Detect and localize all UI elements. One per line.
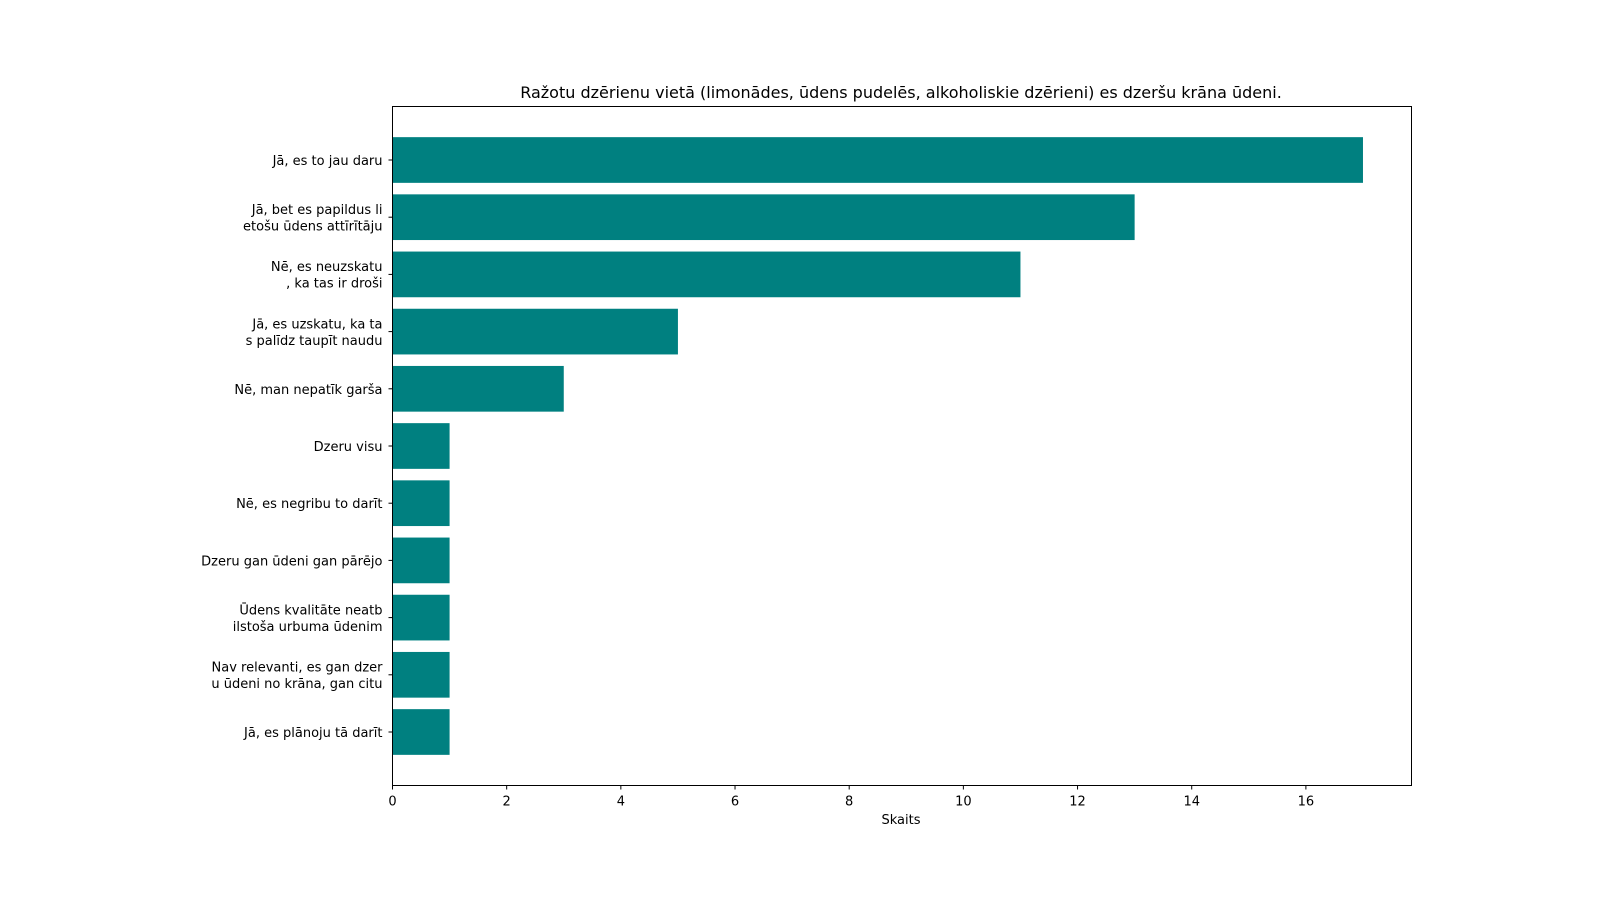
plot-frame (392, 106, 1412, 786)
x-tick-label: 16 (1298, 795, 1315, 810)
y-tick-label: Nav relevanti, es gan dzer u ūdeni no krā… (211, 661, 383, 693)
bar (392, 308, 678, 355)
x-tick-label: 8 (845, 795, 853, 810)
y-tick-label: Dzeru gan ūdeni gan pārējo (201, 554, 382, 569)
bar (392, 251, 1021, 298)
bar (392, 480, 450, 527)
x-tick-label: 0 (388, 795, 396, 810)
y-tick-label: Dzeru visu (314, 440, 383, 455)
y-tick-label: Jā, es plānoju tā darīt (243, 726, 382, 741)
bar (392, 423, 450, 469)
x-tick-label: 4 (617, 795, 625, 810)
y-tick-label: Jā, bet es papildus li etošu ūdens attīrī… (243, 203, 382, 235)
bar (392, 594, 450, 641)
bar (392, 709, 450, 755)
x-tick-label: 10 (955, 795, 972, 810)
y-tick-label: Jā, es to jau daru (272, 154, 383, 169)
x-tick-label: 12 (1069, 795, 1086, 810)
x-tick-label: 6 (731, 795, 739, 810)
y-tick-label: Jā, es uzskatu, ka ta s palīdz taupīt nau… (246, 317, 383, 349)
bar (392, 365, 564, 412)
x-tick-label: 14 (1183, 795, 1200, 810)
y-tick-label: Nē, es neuzskatu, ka tas ir droši (271, 260, 383, 292)
y-tick-label: Nē, es negribu to darīt (236, 497, 382, 512)
bar (392, 194, 1135, 241)
y-tick-label: Ūdens kvalitāte neatb ilstoša urbuma ūden… (233, 603, 383, 635)
y-tick-label: Nē, man nepatīk garša (234, 383, 382, 398)
bar (392, 537, 450, 584)
bar (392, 137, 1363, 183)
x-axis-label: Skaits (882, 813, 921, 828)
x-tick-label: 2 (503, 795, 511, 810)
bar (392, 651, 450, 698)
chart-title: Ražotu dzērienu vietā (limonādes, ūdens … (520, 83, 1282, 102)
